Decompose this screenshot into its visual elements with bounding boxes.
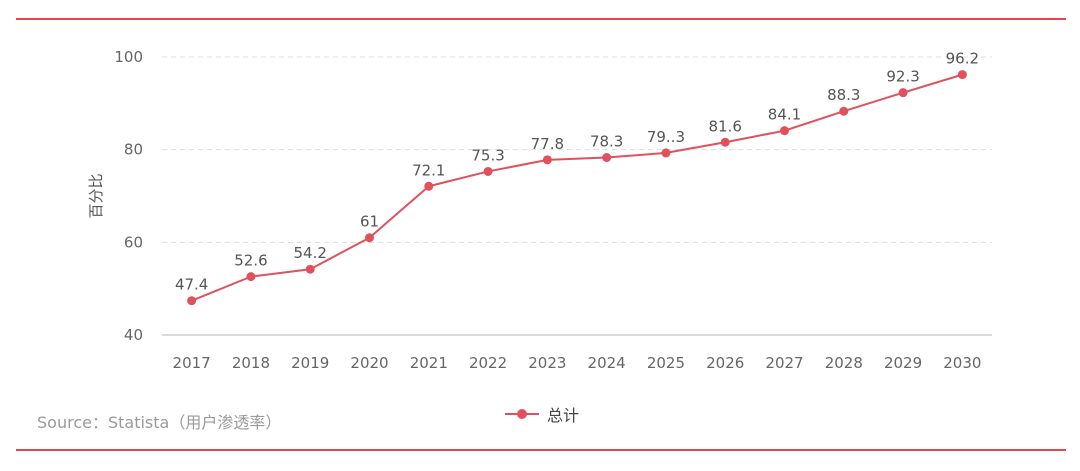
data-label: 75.3 [471, 146, 504, 164]
x-tick-label: 2027 [765, 354, 803, 372]
data-label: 61 [360, 213, 379, 231]
data-point [898, 88, 908, 98]
data-point [957, 70, 967, 80]
data-label: 79..3 [647, 128, 685, 146]
data-point [305, 264, 315, 274]
y-tick-label: 60 [124, 233, 143, 251]
x-axis-ticks: 2017 2018 2019 2020 2021 2022 2023 2024 2025 2026… [173, 354, 982, 372]
data-label: 88.3 [827, 86, 860, 104]
data-label: 77.8 [531, 135, 564, 153]
x-tick-label: 2022 [469, 354, 507, 372]
data-label: 81.6 [709, 117, 742, 135]
bottom-accent-rule [16, 449, 1066, 451]
x-tick-label: 2030 [943, 354, 981, 372]
data-label: 78.3 [590, 133, 623, 151]
x-tick-label: 2018 [232, 354, 270, 372]
data-point [720, 137, 730, 147]
x-tick-label: 2020 [350, 354, 388, 372]
y-tick-label: 80 [124, 141, 143, 159]
data-point [780, 126, 789, 136]
data-point [542, 155, 552, 165]
data-label: 52.6 [234, 252, 267, 270]
data-label: 54.2 [294, 244, 327, 262]
data-point [424, 181, 434, 191]
x-tick-label: 2026 [706, 354, 744, 372]
x-tick-label: 2029 [884, 354, 922, 372]
y-tick-label: 100 [114, 48, 143, 66]
data-point [661, 148, 671, 158]
source-note: Source：Statista（用户渗透率） [37, 413, 282, 432]
top-accent-rule [16, 18, 1066, 20]
y-tick-label: 40 [124, 326, 143, 344]
data-label: 92.3 [886, 68, 919, 86]
legend-dot-icon [517, 409, 527, 419]
legend-label-total: 总计 [547, 406, 580, 425]
data-label: 84.1 [768, 106, 801, 124]
y-axis-label: 百分比 [87, 173, 105, 218]
legend: 总计 [505, 402, 579, 426]
data-point [602, 153, 612, 163]
data-label: 47.4 [175, 276, 208, 294]
data-point [839, 106, 849, 116]
data-point [365, 233, 374, 243]
x-tick-label: 2017 [173, 354, 211, 372]
series-total [187, 70, 967, 306]
x-tick-label: 2025 [647, 354, 685, 372]
x-tick-label: 2023 [528, 354, 566, 372]
x-tick-label: 2024 [588, 354, 626, 372]
data-point [483, 166, 493, 176]
chart-grid [162, 56, 992, 336]
data-label: 72.1 [412, 161, 445, 179]
data-point [187, 296, 197, 306]
series-line-total [191, 73, 963, 302]
x-tick-label: 2021 [410, 354, 448, 372]
x-tick-label: 2028 [825, 354, 863, 372]
data-labels: 47.4 52.6 54.2 61 72.1 75.3 77.8 78.3 79..3 81.6 8… [175, 50, 979, 294]
data-point [246, 272, 256, 282]
legend-marker [505, 409, 539, 419]
y-axis-ticks: 40 60 80 100 [114, 48, 143, 344]
data-label: 96.2 [946, 50, 979, 68]
x-tick-label: 2019 [291, 354, 329, 372]
